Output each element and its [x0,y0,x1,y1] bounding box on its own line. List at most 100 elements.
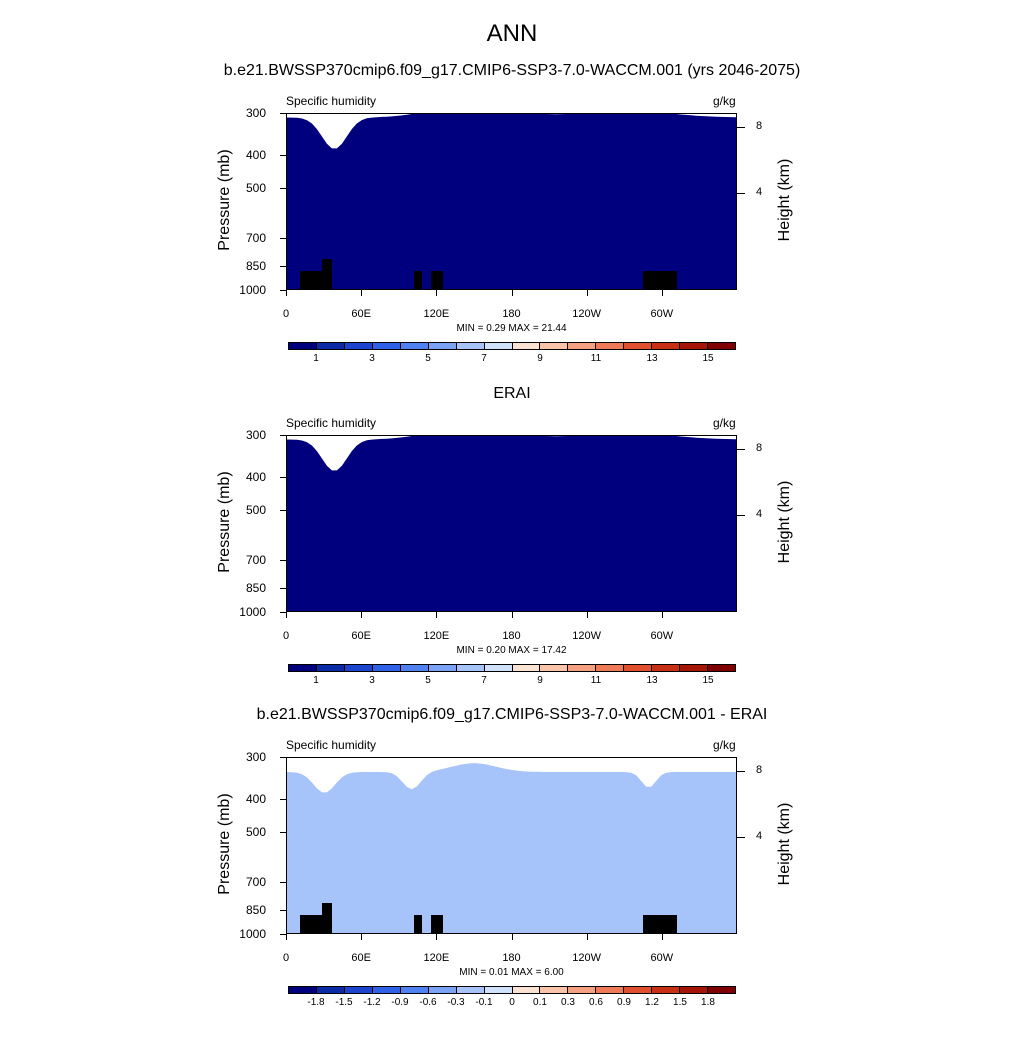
colorbar-swatch [708,987,735,993]
longitude-tick [436,290,438,296]
longitude-tick [286,934,287,940]
colorbar-swatch [596,343,625,349]
colorbar-swatch [484,987,513,993]
pressure-tick [280,832,286,834]
colorbar-label: 3 [369,353,375,364]
contour-band [287,114,736,289]
pressure-tick [280,113,286,114]
colorbar-label: 0.1 [533,997,547,1008]
colorbar-swatch [289,343,317,349]
colorbar-swatch [428,343,457,349]
colorbar-swatch [484,665,513,671]
longitude-tick [361,612,363,618]
panel-title: ERAI [493,385,531,402]
longitude-tick [661,612,663,618]
terrain-mask [322,259,332,289]
colorbar-label: 1 [313,353,319,364]
height-tick [737,193,745,194]
longitude-tick-label: 0 [282,630,290,642]
colorbar-label: 1.5 [673,997,687,1008]
pressure-tick [280,588,286,590]
longitude-tick [511,290,513,296]
pressure-tick [280,266,286,268]
longitude-tick [436,934,438,940]
longitude-tick [286,290,287,296]
colorbar-swatch [568,665,597,671]
height-tick [737,515,745,516]
longitude-tick-label: 180 [502,630,521,642]
longitude-tick-label: 0 [282,308,290,320]
colorbar-label: 1.8 [701,997,715,1008]
colorbar-swatch [372,665,401,671]
units-label: g/kg [713,94,736,108]
panel-title: b.e21.BWSSP370cmip6.f09_g17.CMIP6-SSP3-7… [256,706,768,723]
colorbar-label: 15 [702,353,714,364]
longitude-tick [361,934,363,940]
longitude-tick [511,934,513,940]
colorbar-swatch [708,343,735,349]
longitude-tick-label: 60W [650,630,674,642]
colorbar-swatch [596,987,625,993]
colorbar-label: -0.9 [391,997,409,1008]
colorbar-swatch [400,665,429,671]
min-max-label: MIN = 0.20 MAX = 17.42 [456,645,567,656]
colorbar-swatch [456,987,485,993]
terrain-mask [322,903,332,933]
pressure-tick-label: 1000 [239,927,266,941]
colorbar-label: 0.9 [617,997,631,1008]
y2-axis-title: Height (km) [776,802,793,886]
pressure-tick-label: 700 [245,230,266,245]
height-tick-label: 4 [756,830,763,842]
min-max-label: MIN = 0.01 MAX = 6.00 [459,967,564,978]
longitude-tick [661,290,663,296]
contour-band [287,436,736,611]
colorbar-swatch [624,343,653,349]
colorbar-swatch [372,987,401,993]
pressure-tick-label: 400 [245,148,266,163]
colorbar-label: 0.6 [589,997,603,1008]
colorbar-swatch [540,665,569,671]
height-tick-label: 4 [756,186,763,198]
colorbar-swatch [456,665,485,671]
colorbar-swatch [289,987,317,993]
colorbar-label: 7 [481,353,487,364]
plot-panel: Specific humidity g/kg 300 400 500 700 850 1000… [0,94,1024,416]
pressure-tick [280,799,286,801]
longitude-tick-label: 120W [572,308,602,320]
pressure-tick [280,435,286,436]
height-tick [737,127,745,128]
colorbar-swatch [316,665,345,671]
colorbar-label: 7 [481,675,487,686]
pressure-tick [280,910,286,912]
height-tick-label: 8 [756,442,763,454]
pressure-tick [280,290,286,291]
colorbar-swatch [512,343,541,349]
colorbar-label: -1.5 [335,997,353,1008]
panel-title: b.e21.BWSSP370cmip6.f09_g17.CMIP6-SSP3-7… [223,62,801,79]
pressure-tick-label: 300 [245,750,266,764]
colorbar-swatch [400,987,429,993]
colorbar-swatch [512,987,541,993]
longitude-tick [586,290,588,296]
colorbar-swatch [652,343,681,349]
colorbar-swatch [708,665,735,671]
colorbar-label: 1 [313,675,319,686]
height-tick [737,449,745,450]
pressure-tick-label: 700 [245,552,266,567]
colorbar-label: 13 [646,675,658,686]
pressure-tick-label: 400 [245,470,266,485]
colorbar-label: 13 [646,353,658,364]
longitude-tick [586,612,588,618]
figure-title: ANN [486,20,538,47]
colorbar-label: 9 [537,353,543,364]
longitude-tick-label: 120E [423,308,450,320]
longitude-tick-label: 60E [351,308,371,320]
pressure-tick-label: 500 [245,503,266,518]
terrain-mask [643,915,677,933]
colorbar-label: -0.3 [447,997,465,1008]
colorbar [288,986,736,994]
plot-panel: Specific humidity g/kg 300 400 500 700 850 1000… [0,738,1024,1060]
longitude-tick-label: 180 [502,308,521,320]
longitude-tick [436,612,438,618]
pressure-tick-label: 700 [245,874,266,889]
